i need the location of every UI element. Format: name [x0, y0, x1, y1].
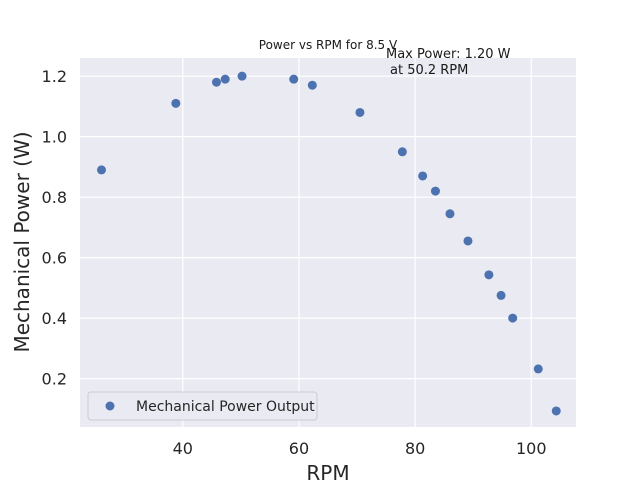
y-axis-label: Mechanical Power (W): [10, 131, 34, 352]
legend: Mechanical Power Output: [87, 391, 318, 421]
y-tick-label: 0.6: [42, 249, 67, 268]
data-point: [289, 74, 299, 84]
legend-label: Mechanical Power Output: [136, 399, 315, 415]
data-point: [397, 147, 407, 157]
y-tick-label: 0.4: [42, 309, 67, 328]
data-point: [496, 290, 506, 300]
max-power-annotation-line1: Max Power: 1.20 W: [386, 47, 511, 62]
data-points: [96, 71, 561, 416]
data-point: [96, 165, 106, 175]
y-tick-labels: 0.2 0.4 0.6 0.8 1.0 1.2: [42, 67, 67, 388]
max-power-annotation-line2: at 50.2 RPM: [390, 63, 468, 78]
x-tick-label: 40: [173, 439, 193, 458]
x-tick-label: 60: [289, 439, 309, 458]
y-tick-label: 0.2: [42, 370, 67, 389]
x-tick-label: 100: [516, 439, 547, 458]
data-point: [508, 313, 518, 323]
data-point: [211, 77, 221, 87]
legend-marker: [105, 401, 115, 411]
y-tick-label: 1.0: [42, 128, 67, 147]
chart-title: Power vs RPM for 8.5 V: [259, 38, 398, 52]
x-axis-label: RPM: [306, 461, 349, 480]
data-point: [430, 186, 440, 196]
data-point: [533, 364, 543, 374]
y-tick-label: 1.2: [42, 67, 67, 86]
data-point: [355, 107, 365, 117]
data-point: [307, 80, 317, 90]
x-tick-label: 80: [405, 439, 425, 458]
y-tick-label: 0.8: [42, 188, 67, 207]
grid: [80, 58, 576, 427]
data-point: [171, 98, 181, 108]
data-point: [220, 74, 230, 84]
data-point: [463, 236, 473, 246]
plot-area: [80, 58, 576, 427]
x-tick-labels: 40 60 80 100: [173, 439, 547, 458]
data-point: [551, 406, 561, 416]
legend-box: [87, 391, 318, 421]
data-point: [237, 71, 247, 81]
data-point: [445, 209, 455, 219]
data-point: [484, 270, 494, 280]
data-point: [418, 171, 428, 181]
